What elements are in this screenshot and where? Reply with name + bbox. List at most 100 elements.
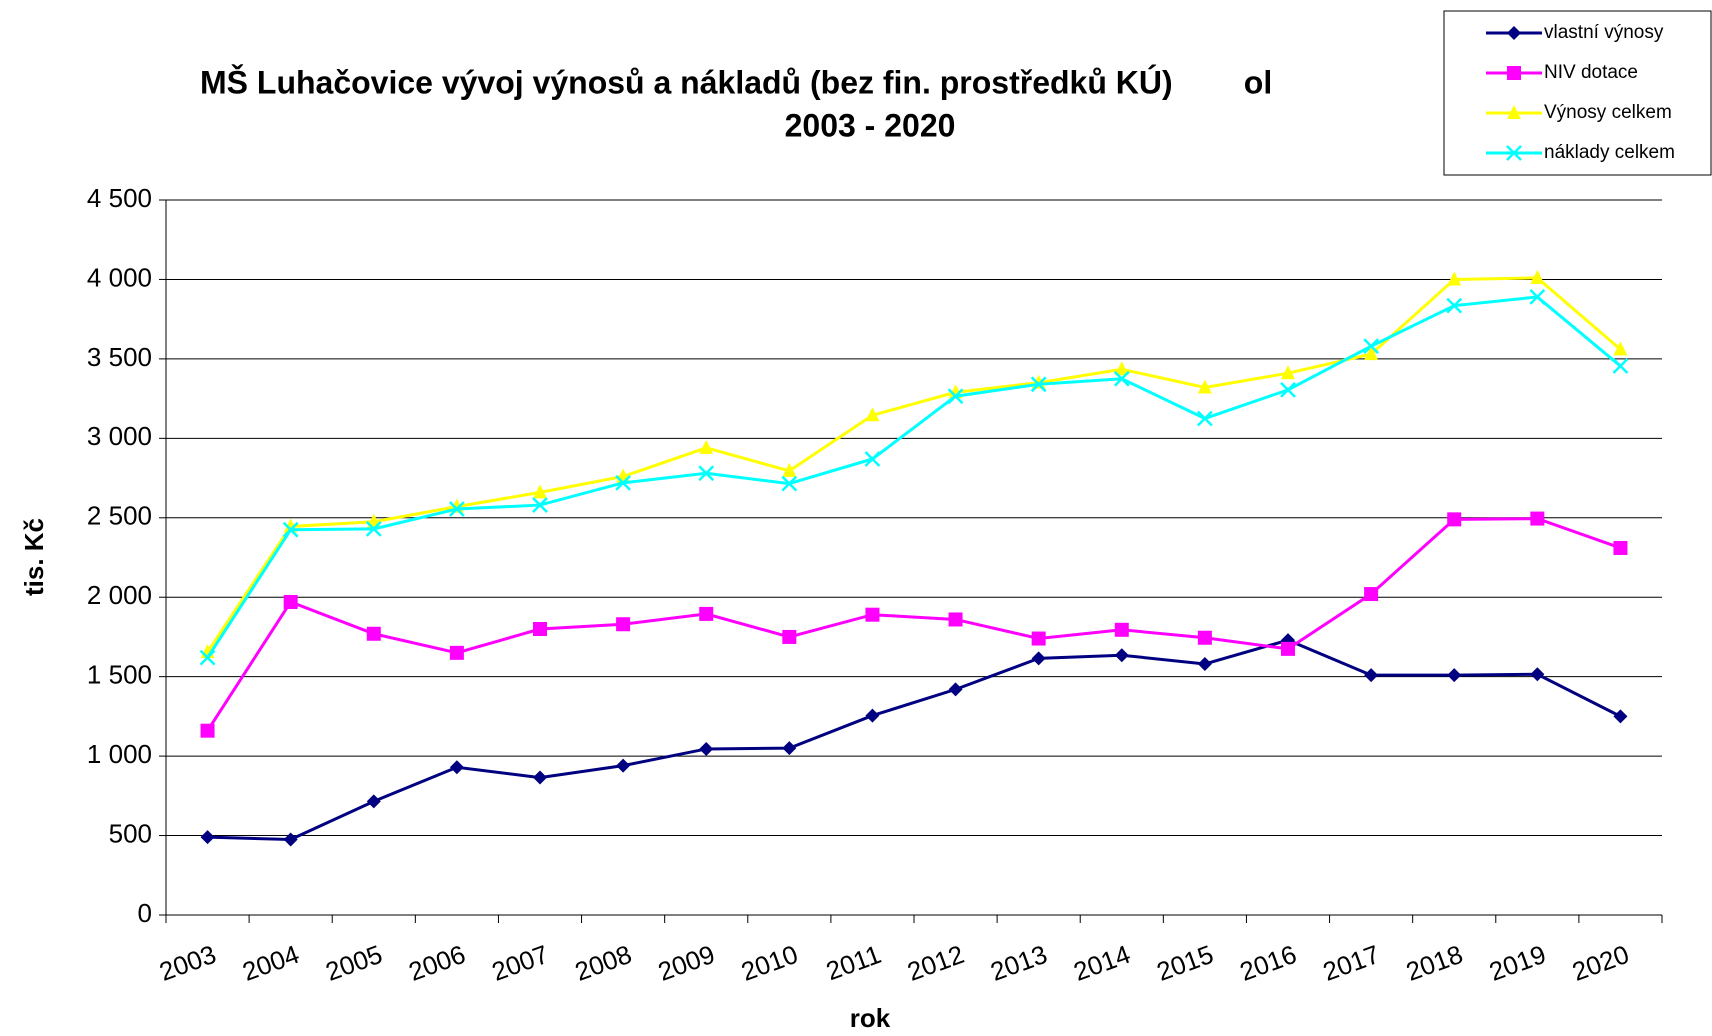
- legend-label: NIV dotace: [1544, 62, 1638, 83]
- y-tick-label: 3 000: [87, 421, 152, 451]
- marker: [1113, 370, 1130, 387]
- marker: [200, 830, 215, 845]
- x-tick-label: 2008: [571, 939, 636, 987]
- y-tick-label: 2 500: [87, 501, 152, 531]
- marker: [1281, 641, 1295, 656]
- chart-title: MŠ Luhačovice vývoj výnosů a nákladů (be…: [200, 64, 1272, 100]
- series-line: [207, 638, 1622, 842]
- legend-label: vlastní výnosy: [1544, 22, 1664, 43]
- x-tick-label: 2016: [1236, 939, 1301, 987]
- marker: [366, 794, 381, 809]
- marker: [1281, 365, 1295, 380]
- x-tick-label: 2017: [1319, 939, 1384, 987]
- marker: [1612, 358, 1629, 374]
- marker: [532, 497, 548, 513]
- legend-label: Výnosy celkem: [1544, 102, 1672, 123]
- marker: [699, 741, 714, 756]
- marker: [1280, 381, 1296, 398]
- y-tick-label: 1 500: [87, 660, 152, 690]
- series-line: [206, 295, 1622, 659]
- marker: [699, 439, 714, 454]
- marker: [1506, 145, 1522, 161]
- x-tick-label: 2005: [322, 939, 387, 987]
- marker: [366, 626, 381, 641]
- x-tick-label: 2019: [1485, 939, 1550, 987]
- marker: [283, 832, 298, 847]
- marker: [699, 606, 714, 621]
- marker: [865, 407, 880, 422]
- marker: [947, 388, 964, 405]
- marker: [1030, 376, 1047, 393]
- marker: [200, 723, 215, 738]
- y-tick-label: 1 000: [87, 739, 152, 769]
- marker: [1613, 540, 1628, 555]
- y-tick-label: 3 500: [87, 342, 152, 372]
- marker: [616, 617, 631, 632]
- marker: [1364, 346, 1379, 361]
- marker: [1530, 511, 1545, 526]
- x-tick-label: 2004: [238, 939, 303, 987]
- marker: [864, 451, 881, 467]
- marker: [616, 758, 631, 773]
- y-tick-label: 4 500: [87, 183, 152, 213]
- x-tick-label: 2011: [822, 939, 885, 986]
- x-tick-label: 2007: [488, 939, 553, 987]
- marker: [948, 612, 963, 627]
- marker: [1447, 512, 1462, 527]
- y-tick-label: 4 000: [87, 262, 152, 292]
- marker: [782, 629, 797, 644]
- marker: [615, 474, 631, 491]
- series-line: [206, 276, 1622, 653]
- marker: [782, 741, 797, 756]
- marker: [1530, 667, 1545, 682]
- marker: [1197, 379, 1212, 394]
- marker: [1447, 271, 1462, 286]
- marker: [449, 501, 465, 517]
- x-tick-label: 2003: [155, 939, 220, 987]
- marker: [782, 462, 797, 477]
- marker: [1507, 105, 1521, 119]
- marker: [533, 484, 547, 499]
- marker: [1197, 630, 1212, 645]
- marker: [1364, 587, 1379, 602]
- marker: [1114, 361, 1129, 376]
- x-tick-label: 2010: [737, 939, 802, 987]
- y-axis-title: tis. Kč: [19, 518, 49, 596]
- marker: [199, 649, 216, 666]
- marker: [449, 760, 464, 775]
- x-tick-label: 2013: [986, 939, 1051, 987]
- legend-box: [1443, 10, 1712, 176]
- marker: [533, 622, 547, 636]
- marker: [781, 475, 798, 492]
- x-tick-label: 2015: [1153, 939, 1218, 987]
- x-tick-label: 2009: [654, 939, 719, 987]
- x-axis-title: rok: [850, 1003, 891, 1033]
- marker: [1197, 410, 1213, 427]
- marker: [948, 682, 963, 697]
- marker: [1507, 66, 1521, 80]
- x-tick-label: 2020: [1568, 939, 1633, 987]
- marker: [1031, 631, 1046, 646]
- marker: [1529, 289, 1546, 305]
- marker: [698, 465, 715, 482]
- marker: [1447, 668, 1462, 683]
- marker: [1364, 668, 1379, 683]
- x-tick-label: 2018: [1402, 939, 1467, 987]
- y-tick-label: 500: [109, 818, 152, 848]
- x-tick-label: 2014: [1070, 939, 1135, 987]
- marker: [865, 607, 880, 622]
- marker: [865, 708, 880, 723]
- marker: [1031, 651, 1046, 666]
- series-line: [206, 517, 1621, 732]
- legend-label: náklady celkem: [1544, 142, 1675, 163]
- x-tick-label: 2006: [405, 939, 470, 987]
- marker: [1613, 709, 1628, 724]
- marker: [1530, 269, 1545, 284]
- y-tick-label: 2 000: [87, 580, 152, 610]
- y-tick-label: 0: [138, 898, 152, 928]
- chart-subtitle: 2003 - 2020: [785, 107, 956, 143]
- marker: [1114, 622, 1129, 637]
- marker: [1507, 26, 1521, 40]
- marker: [1613, 341, 1628, 356]
